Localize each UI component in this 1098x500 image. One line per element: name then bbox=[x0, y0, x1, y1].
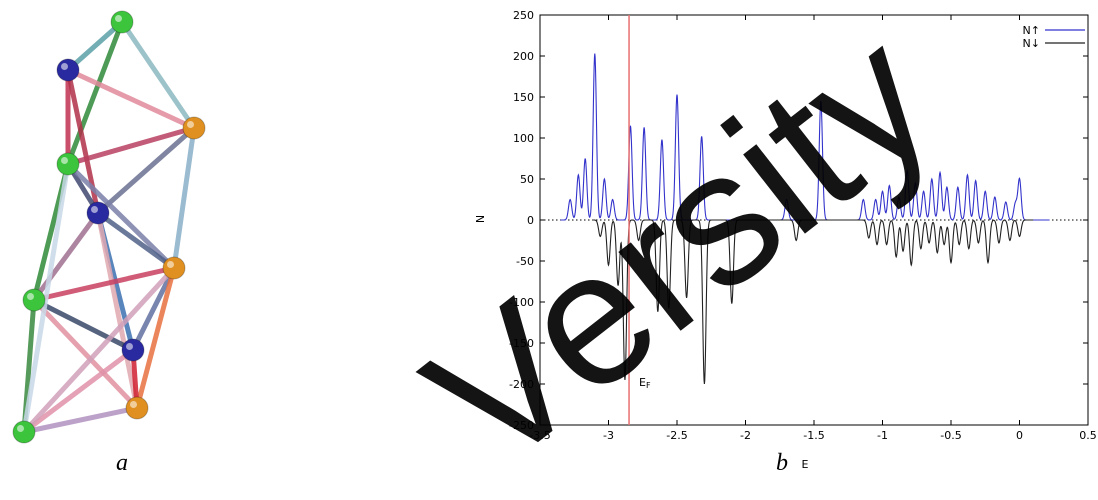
bond-3-5 bbox=[95, 125, 197, 216]
bond-3-4 bbox=[65, 125, 197, 167]
x-axis-label: E bbox=[802, 458, 809, 471]
atom-2-highlight bbox=[61, 63, 68, 70]
bond-9-10 bbox=[21, 405, 140, 435]
atom-2 bbox=[56, 58, 80, 82]
bond-7-9 bbox=[31, 297, 140, 411]
y-tick-label: 50 bbox=[520, 173, 534, 186]
atoms bbox=[12, 10, 206, 444]
bond-8-10 bbox=[21, 347, 136, 435]
bond-4-6 bbox=[65, 161, 177, 271]
legend-label: N↑ bbox=[1023, 24, 1040, 37]
bond-5-7 bbox=[31, 210, 101, 303]
bond-3-6 bbox=[171, 125, 197, 271]
legend: N↑N↓ bbox=[1023, 24, 1085, 50]
atom-1 bbox=[110, 10, 134, 34]
bond-1-4 bbox=[65, 19, 125, 167]
bond-5-9 bbox=[95, 210, 140, 411]
atom-10 bbox=[12, 420, 36, 444]
bond-1-3 bbox=[119, 19, 197, 131]
y-tick-label: -100 bbox=[509, 296, 534, 309]
x-tick-label: -2 bbox=[740, 429, 751, 442]
series-spin-up-line bbox=[560, 53, 1050, 221]
y-axis-label: N bbox=[474, 215, 487, 223]
y-tick-label: 100 bbox=[513, 132, 534, 145]
dos-chart: -3.5 -3 -2.5 -2 -1.5 -1 -0.5 0 0.5 -250 -200 -150 -1… bbox=[474, 9, 1097, 471]
atom-6-highlight bbox=[167, 261, 174, 268]
bond-6-7 bbox=[31, 265, 177, 303]
x-tick-label: -3.5 bbox=[529, 429, 550, 442]
molecule-cluster-figure bbox=[12, 10, 206, 444]
atom-9 bbox=[125, 396, 149, 420]
axis-ticks: -3.5 -3 -2.5 -2 -1.5 -1 -0.5 0 0.5 -250 -200 -150 -1… bbox=[509, 9, 1097, 442]
atom-4-highlight bbox=[61, 157, 68, 164]
atom-10-highlight bbox=[17, 425, 24, 432]
y-tick-label: 200 bbox=[513, 50, 534, 63]
bond-6-8 bbox=[130, 265, 177, 353]
bond-4-10 bbox=[21, 161, 71, 435]
atom-9-highlight bbox=[130, 401, 137, 408]
y-tick-label: -200 bbox=[509, 378, 534, 391]
atom-3-highlight bbox=[187, 121, 194, 128]
atom-3 bbox=[182, 116, 206, 140]
y-tick-label: 250 bbox=[513, 9, 534, 22]
atom-6 bbox=[162, 256, 186, 280]
bond-5-6 bbox=[95, 210, 177, 271]
x-tick-label: -1.5 bbox=[803, 429, 824, 442]
y-tick-label: -250 bbox=[509, 419, 534, 432]
y-tick-label: -150 bbox=[509, 337, 534, 350]
bond-6-10 bbox=[21, 265, 177, 435]
atom-5 bbox=[86, 201, 110, 225]
y-tick-label: -50 bbox=[516, 255, 534, 268]
bonds bbox=[21, 19, 197, 435]
x-tick-label: -3 bbox=[603, 429, 614, 442]
series-spin-down-line bbox=[592, 219, 1034, 385]
x-tick-label: 0 bbox=[1016, 429, 1023, 442]
fermi-level-label: EF bbox=[639, 376, 651, 390]
atom-1-highlight bbox=[115, 15, 122, 22]
atom-4 bbox=[56, 152, 80, 176]
x-tick-label: -0.5 bbox=[940, 429, 961, 442]
x-tick-label: -2.5 bbox=[666, 429, 687, 442]
panel-label-b: b bbox=[776, 450, 788, 476]
atom-5-highlight bbox=[91, 206, 98, 213]
y-tick-label: 150 bbox=[513, 91, 534, 104]
bond-1-2 bbox=[65, 19, 125, 73]
fermi-level-subscript: F bbox=[646, 381, 651, 390]
x-tick-label: 0.5 bbox=[1079, 429, 1097, 442]
atom-7-highlight bbox=[27, 293, 34, 300]
atom-8 bbox=[121, 338, 145, 362]
bond-2-3 bbox=[65, 67, 197, 131]
panel-label-a: a bbox=[116, 450, 128, 476]
legend-label: N↓ bbox=[1023, 37, 1040, 50]
series-lines: EF bbox=[560, 15, 1050, 425]
bond-6-9 bbox=[134, 265, 177, 411]
atom-7 bbox=[22, 288, 46, 312]
y-tick-label: 0 bbox=[527, 214, 534, 227]
x-tick-label: -1 bbox=[877, 429, 888, 442]
atom-8-highlight bbox=[126, 343, 133, 350]
bond-7-8 bbox=[31, 297, 136, 353]
